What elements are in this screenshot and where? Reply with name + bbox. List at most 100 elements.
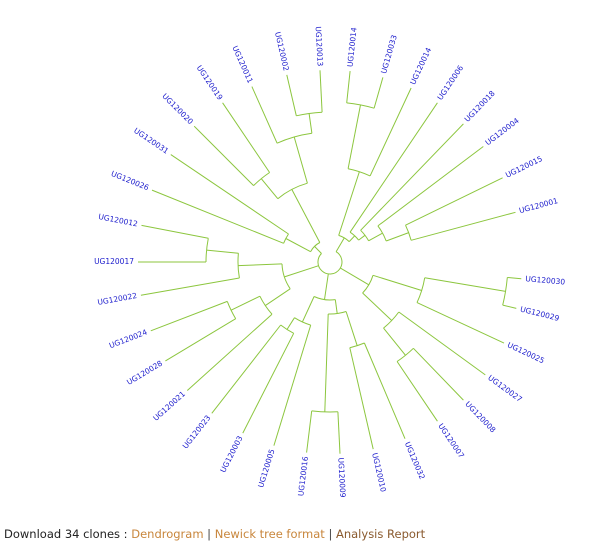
leaf-label: UG120014 <box>346 27 359 68</box>
leaf-label: UG120029 <box>519 305 560 323</box>
branch-line <box>226 301 237 319</box>
branch-line <box>314 246 322 254</box>
branch-line <box>150 300 228 332</box>
branch-line <box>170 154 289 235</box>
leaf-label: UG120031 <box>132 126 170 156</box>
leaf-label: UG120033 <box>379 34 399 75</box>
branch-line <box>317 251 343 275</box>
branch-line <box>340 267 370 286</box>
download-bar: Download 34 clones : Dendrogram | Newick… <box>4 527 425 541</box>
branch-line <box>277 182 308 200</box>
branch-line <box>349 347 374 450</box>
branch-line <box>230 295 261 311</box>
branch-line <box>396 347 414 362</box>
branch-line <box>283 233 289 244</box>
leaf-label: UG120005 <box>256 448 276 489</box>
branch-line <box>238 263 283 267</box>
leaf-label: UG120012 <box>98 212 139 228</box>
branch-line <box>324 273 329 300</box>
leaf-label: UG120019 <box>195 64 225 102</box>
colon-separator: : <box>120 527 132 541</box>
leaf-label: UG120002 <box>273 31 291 72</box>
branch-line <box>405 177 503 226</box>
branch-line <box>345 311 358 346</box>
branch-line <box>165 318 236 362</box>
leaf-label: UG120022 <box>97 291 138 307</box>
branch-line <box>260 178 279 200</box>
analysis-report-link[interactable]: Analysis Report <box>335 527 426 541</box>
branch-line <box>346 71 351 103</box>
branch-line <box>313 296 336 301</box>
leaf-label: UG120021 <box>151 389 187 423</box>
dendrogram-link[interactable]: Dendrogram <box>131 527 204 541</box>
branch-line <box>502 304 517 309</box>
branch-line <box>193 125 254 186</box>
leaf-label: UG120006 <box>435 63 465 101</box>
branch-line <box>362 292 393 321</box>
leaf-label: UG120009 <box>336 457 347 498</box>
branch-line <box>253 172 270 186</box>
branch-line <box>281 263 291 290</box>
branch-line <box>308 113 313 134</box>
leaf-label: UG120007 <box>436 422 466 460</box>
branch-line <box>280 324 294 334</box>
branch-line <box>373 77 384 109</box>
separator: | <box>203 527 215 541</box>
leaf-label: UG120027 <box>486 373 524 404</box>
branch-line <box>335 237 345 252</box>
branch-line <box>286 317 295 330</box>
branch-line <box>140 277 240 296</box>
leaf-label: UG120020 <box>160 92 195 127</box>
dendrogram-branches <box>138 70 522 454</box>
leaf-label: UG120023 <box>181 413 213 450</box>
leaf-label: UG120014 <box>408 46 433 86</box>
leaf-label: UG120001 <box>518 196 559 215</box>
branch-line <box>413 347 464 401</box>
branch-line <box>293 136 308 184</box>
branch-line <box>396 361 438 422</box>
leaf-label: UG120003 <box>218 434 244 474</box>
branch-line <box>319 70 323 113</box>
branch-line <box>410 211 516 241</box>
newick-format-link[interactable]: Newick tree format <box>214 527 325 541</box>
branch-line <box>324 313 329 412</box>
branch-line <box>360 123 464 231</box>
branch-line <box>334 299 338 314</box>
branch-line <box>337 411 341 454</box>
branch-line <box>259 295 273 315</box>
leaf-label: UG120026 <box>110 169 151 192</box>
branch-line <box>338 171 360 236</box>
branch-line <box>285 238 311 253</box>
branch-line <box>211 324 282 414</box>
separator: | <box>324 527 336 541</box>
branch-line <box>251 86 278 144</box>
branch-line <box>358 234 366 241</box>
branch-line <box>369 87 412 177</box>
branch-line <box>265 288 291 307</box>
branch-line <box>348 235 356 242</box>
branch-line <box>424 277 506 292</box>
dendrogram: UG120014 UG120033 UG120014 UG120006UG120018… <box>94 26 566 498</box>
leaf-label: UG120028 <box>125 358 164 386</box>
branch-line <box>206 249 239 254</box>
leaf-label: UG120010 <box>370 452 388 493</box>
branch-line <box>286 74 297 116</box>
branch-line <box>273 324 312 446</box>
branch-line <box>284 265 319 278</box>
leaf-label: UG120008 <box>463 400 497 435</box>
branch-line <box>291 189 321 243</box>
branch-line <box>242 333 295 434</box>
leaf-label: UG120024 <box>108 327 149 350</box>
branch-line <box>186 313 273 391</box>
branch-line <box>363 342 406 439</box>
leaf-label: UG120018 <box>463 89 497 124</box>
branch-line <box>377 146 484 227</box>
branch-line <box>368 232 383 242</box>
leaf-label: UG120025 <box>506 340 546 365</box>
branch-line <box>349 342 365 349</box>
branch-line <box>416 302 505 344</box>
branch-line <box>141 224 209 239</box>
branch-line <box>296 111 323 117</box>
branch-line <box>383 327 406 356</box>
leaf-label: UG120030 <box>525 274 566 286</box>
